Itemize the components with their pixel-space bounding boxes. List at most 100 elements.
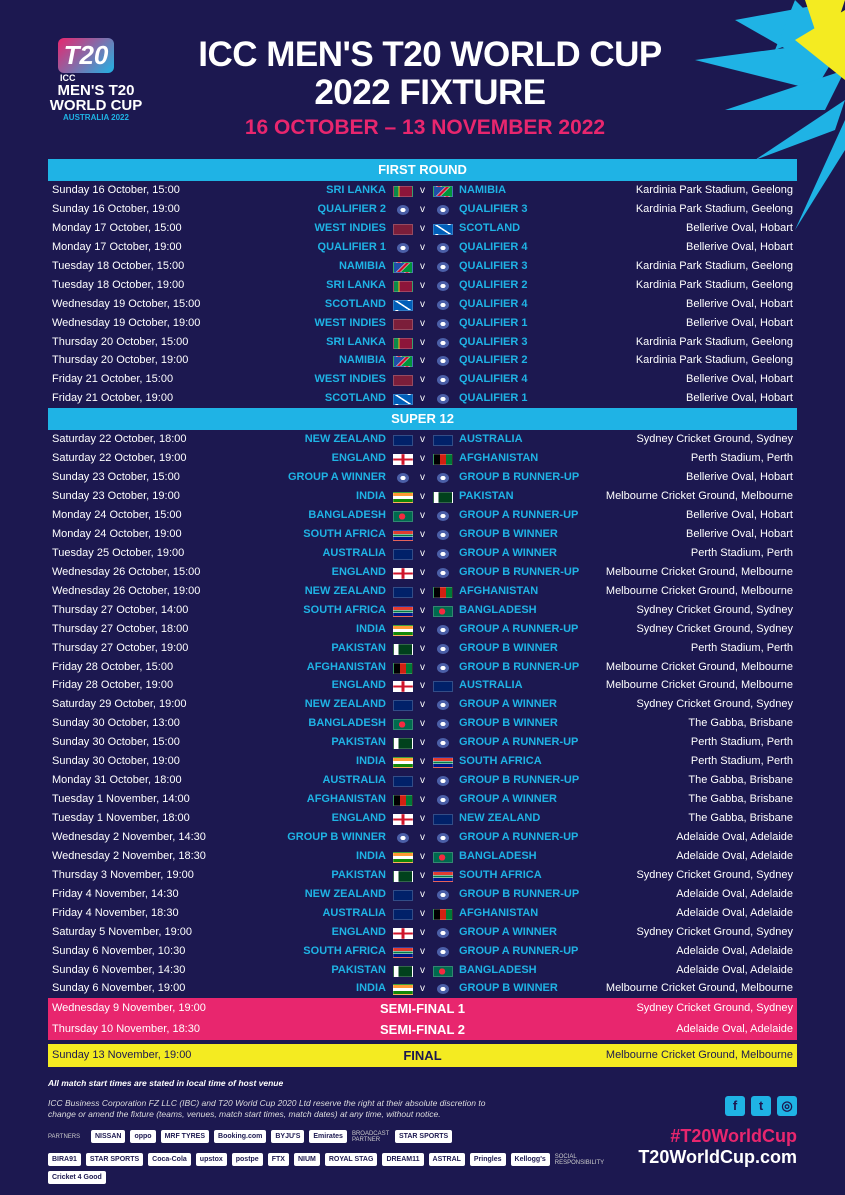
versus-label: v [420,983,425,995]
flag-icon [393,700,413,712]
page-title: ICC MEN'S T20 WORLD CUP 2022 FIXTURE [120,36,740,112]
match-datetime: Sunday 30 October, 15:00 [52,736,180,749]
team-home: SOUTH AFRICA [303,603,386,616]
t20-logo-icon [437,795,449,806]
venue: Sydney Cricket Ground, Sydney [636,1002,793,1015]
venue: Melbourne Cricket Ground, Melbourne [605,584,793,597]
team-home: NEW ZEALAND [304,887,386,900]
venue: Kardinia Park Stadium, Geelong [635,259,793,272]
disclaimer: ICC Business Corporation FZ LLC (IBC) an… [48,1098,486,1119]
team-home: QUALIFIER 2 [317,202,386,215]
versus-label: v [420,775,425,787]
partner-logo: Booking.com [214,1130,267,1143]
match-datetime: Thursday 20 October, 19:00 [52,354,189,367]
fixture-row: Friday 28 October, 15:00 AFGHANISTAN v G… [48,658,797,677]
versus-label: v [420,355,425,367]
sponsor-logo: NIUM [293,1153,320,1166]
broadcast-logo: STAR SPORTS [394,1130,453,1143]
venue: Kardinia Park Stadium, Geelong [635,184,793,196]
team-away: NEW ZEALAND [459,812,541,824]
team-away: SCOTLAND [459,221,521,234]
flag-icon [393,624,413,636]
flag-icon [433,757,453,769]
match-datetime: Saturday 22 October, 18:00 [52,433,187,446]
instagram-icon[interactable]: ◎ [777,1096,797,1116]
social-links: f t ◎ [725,1096,797,1116]
match-datetime: Saturday 5 November, 19:00 [52,925,193,938]
team-home: ENGLAND [331,679,386,692]
fixture-row: Thursday 27 October, 18:00 INDIA v GROUP… [48,620,797,639]
team-home: BANGLADESH [308,717,386,730]
flag-icon [393,511,413,522]
match-datetime: Thursday 27 October, 14:00 [52,603,189,616]
team-away: SOUTH AFRICA [459,755,542,768]
team-away: BANGLADESH [459,849,537,862]
fixture-row: Friday 21 October, 19:00 SCOTLAND v QUAL… [48,389,797,408]
team-away: QUALIFIER 4 [459,297,528,310]
flag-icon [433,605,453,617]
flag-icon [393,337,413,349]
fixture-row: Friday 21 October, 15:00 WEST INDIES v Q… [48,370,797,389]
t20-logo-icon [437,529,449,540]
match-datetime: Sunday 6 November, 19:00 [52,982,186,995]
team-home: PAKISTAN [331,641,386,654]
partner-logo: oppo [130,1130,156,1143]
flag-icon [393,662,413,674]
venue: Sydney Cricket Ground, Sydney [636,698,793,711]
flag-icon [393,394,413,406]
match-datetime: Saturday 29 October, 19:00 [52,698,187,711]
versus-label: v [420,222,425,234]
facebook-icon[interactable]: f [725,1096,745,1116]
versus-label: v [420,850,425,862]
team-home: SOUTH AFRICA [303,527,386,540]
flag-icon [433,435,453,447]
fixture-row: Thursday 27 October, 19:00 PAKISTAN v GR… [48,639,797,658]
team-home: SCOTLAND [324,297,386,310]
website-link[interactable]: T20WorldCup.com [638,1147,797,1167]
twitter-icon[interactable]: t [751,1096,771,1116]
team-home: INDIA [356,490,386,503]
team-home: INDIA [356,755,386,768]
versus-label: v [420,566,425,578]
team-home: SRI LANKA [326,278,386,291]
flag-icon [393,851,413,863]
flag-icon [393,681,413,693]
team-home: SRI LANKA [326,184,386,196]
t20-logo-icon [437,356,449,367]
flag-icon [433,851,453,863]
match-datetime: Wednesday 2 November, 18:30 [52,849,206,862]
versus-label: v [420,434,425,446]
team-away: AFGHANISTAN [459,452,539,465]
sponsor-logo: ASTRAL [428,1153,465,1166]
team-home: NEW ZEALAND [304,433,386,446]
versus-label: v [420,241,425,253]
fixture-row: Sunday 30 October, 13:00 BANGLADESH v GR… [48,714,797,733]
venue: The Gabba, Brisbane [688,774,793,787]
venue: Adelaide Oval, Adelaide [676,906,793,919]
flag-icon [393,795,413,807]
section-header: FIRST ROUND [48,159,797,181]
flag-icon [393,870,413,882]
fixture-row: Sunday 16 October, 15:00 SRI LANKA v NAM… [48,181,797,200]
team-home: ENGLAND [331,565,386,578]
fixture-row: Monday 31 October, 18:00 AUSTRALIA v GRO… [48,771,797,790]
t20-logo-icon [437,719,449,730]
flag-icon [393,586,413,598]
flag-icon [393,927,413,939]
flag-icon [393,908,413,920]
fixture-row: Thursday 20 October, 15:00 SRI LANKA v Q… [48,333,797,352]
t20-logo-icon [437,394,449,405]
versus-label: v [420,491,425,503]
team-away: AUSTRALIA [459,679,523,692]
match-datetime: Tuesday 1 November, 14:00 [52,793,190,806]
versus-label: v [420,528,425,540]
fixture-row: Wednesday 2 November, 14:30 GROUP B WINN… [48,828,797,847]
versus-label: v [420,510,425,521]
t20-logo-icon [437,738,449,749]
team-home: ENGLAND [331,925,386,938]
venue: Melbourne Cricket Ground, Melbourne [605,1049,793,1062]
venue: Melbourne Cricket Ground, Melbourne [605,982,793,995]
venue: Sydney Cricket Ground, Sydney [636,603,793,616]
team-away: SOUTH AFRICA [459,868,542,881]
flag-icon [393,946,413,958]
